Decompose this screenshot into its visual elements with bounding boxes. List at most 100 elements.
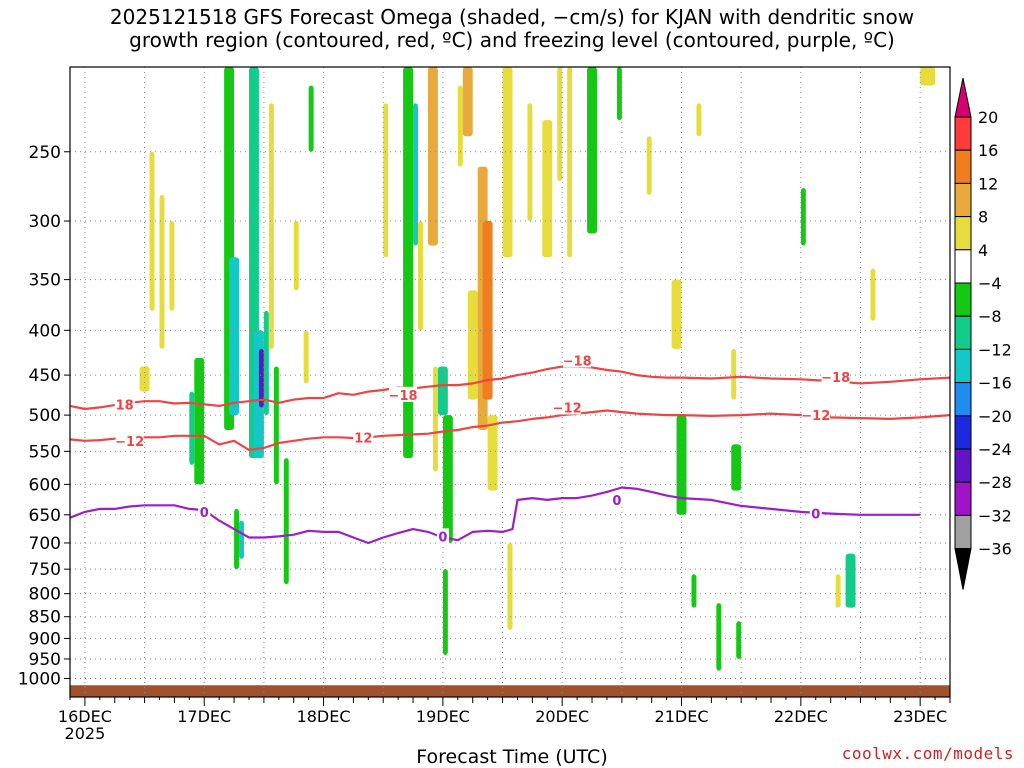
colorbar-label: −16 xyxy=(978,374,1012,393)
contour-label-bg xyxy=(801,407,830,423)
colorbar-bottom-arrow xyxy=(954,548,972,590)
omega-cell xyxy=(716,603,722,671)
omega-cell xyxy=(731,348,737,400)
terrain-fill xyxy=(70,685,950,697)
omega-cell xyxy=(462,67,473,137)
x-tick-label: 23DEC xyxy=(893,707,947,726)
colorbar-segment xyxy=(954,348,972,384)
colorbar-segment xyxy=(954,182,972,218)
colorbar-label: −36 xyxy=(978,540,1012,559)
y-tick-label: 350 xyxy=(29,271,61,291)
omega-cell xyxy=(482,221,493,400)
y-tick-label: 250 xyxy=(29,143,61,163)
omega-cell xyxy=(234,508,240,570)
omega-cell xyxy=(442,569,448,655)
colorbar-segment xyxy=(954,315,972,350)
contour-label: 0 xyxy=(438,530,447,545)
y-tick-label: 800 xyxy=(29,585,61,605)
omega-cell xyxy=(418,221,423,331)
contour-labels: 18 −18 −18 −18 −12 12 −12 −12 0 0 0 0 xyxy=(114,352,850,545)
y-tick-label: 650 xyxy=(29,506,61,526)
omega-cell xyxy=(283,458,289,585)
colorbar-label: −28 xyxy=(978,473,1012,492)
omega-cell xyxy=(557,67,563,182)
omega-cell xyxy=(189,391,195,465)
contour-label: 0 xyxy=(200,506,209,521)
contour-label: −12 xyxy=(553,401,582,416)
contour-label: 12 xyxy=(354,431,372,446)
x-tick-label: 18DEC xyxy=(297,707,351,726)
omega-cell xyxy=(696,103,702,137)
contour-label: −12 xyxy=(801,409,830,424)
grid-lines xyxy=(70,67,950,697)
omega-cell xyxy=(432,366,438,472)
omega-cell xyxy=(383,103,389,258)
omega-cell xyxy=(527,103,533,222)
contour-label-bg xyxy=(610,491,623,507)
colorbar-segment xyxy=(954,382,972,417)
colorbar-label: −24 xyxy=(978,440,1012,459)
contour-label: −12 xyxy=(115,435,144,450)
y-tick-label: 600 xyxy=(29,475,61,495)
y-tick-label: 700 xyxy=(29,534,61,554)
omega-cell xyxy=(676,415,687,515)
contour-label-bg xyxy=(553,399,582,415)
omega-cell xyxy=(437,366,448,416)
omega-cell xyxy=(870,268,876,321)
colorbar-label: 20 xyxy=(978,108,998,127)
omega-cell xyxy=(502,67,513,258)
contour-label: 0 xyxy=(612,494,621,509)
contour-label-bg xyxy=(389,386,418,402)
omega-cell xyxy=(427,67,438,246)
colorbar-segment xyxy=(954,514,972,550)
chart-title-line-1: 2025121518 GFS Forecast Omega (shaded, −… xyxy=(109,5,915,29)
colorbar-segment xyxy=(954,448,972,483)
omega-cell xyxy=(920,67,936,86)
omega-cell xyxy=(691,574,697,608)
colorbar-segment xyxy=(954,481,972,516)
omega-cell xyxy=(293,221,299,291)
colorbar-segment xyxy=(954,216,972,251)
colorbar-top-arrow xyxy=(954,77,972,118)
x-tick-label: 16DEC xyxy=(58,707,112,726)
x-tick-label: 22DEC xyxy=(774,707,828,726)
omega-cell xyxy=(413,103,419,246)
colorbar-label: −8 xyxy=(978,307,1002,326)
contour-label: −18 xyxy=(821,371,850,386)
y-tick-label: 750 xyxy=(29,560,61,580)
colorbar: 20 16 12 8 4 −4 −8 −12 −16 −20 −24 −28 −32 −36 xyxy=(954,77,1012,590)
omega-cell xyxy=(736,621,742,659)
x-axis-label: Forecast Time (UTC) xyxy=(416,746,608,768)
contour-label-bg xyxy=(436,528,449,544)
omega-cell xyxy=(258,348,264,408)
omega-cell xyxy=(731,444,742,491)
colorbar-segment xyxy=(954,415,972,450)
colorbar-label: 8 xyxy=(978,208,988,227)
omega-cell xyxy=(567,67,573,258)
omega-cell xyxy=(403,67,414,459)
colorbar-segment xyxy=(954,116,972,151)
omega-cell xyxy=(845,553,856,608)
contour-label-bg xyxy=(353,429,374,445)
omega-cell xyxy=(487,415,498,491)
omega-cell xyxy=(229,257,240,416)
colorbar-label: −4 xyxy=(978,274,1002,293)
contour-label-bg xyxy=(563,352,592,368)
x-tick-sublabel: 2025 xyxy=(65,724,106,743)
contour-minus18 xyxy=(70,365,950,411)
y-tick-label: 300 xyxy=(29,212,61,232)
omega-cell xyxy=(273,366,279,485)
contour-label-bg xyxy=(198,503,211,519)
chart-title-line-2: growth region (contoured, red, ºC) and f… xyxy=(129,28,895,52)
contour-label: 0 xyxy=(811,508,820,523)
contour-label-bg xyxy=(821,368,850,384)
y-tick-label: 500 xyxy=(29,406,61,426)
colorbar-label: 4 xyxy=(978,241,988,260)
plot-frame xyxy=(69,66,951,698)
x-tick-label: 17DEC xyxy=(177,707,231,726)
omega-cell xyxy=(542,120,553,258)
omega-cell xyxy=(646,136,652,195)
omega-cell xyxy=(308,85,314,152)
